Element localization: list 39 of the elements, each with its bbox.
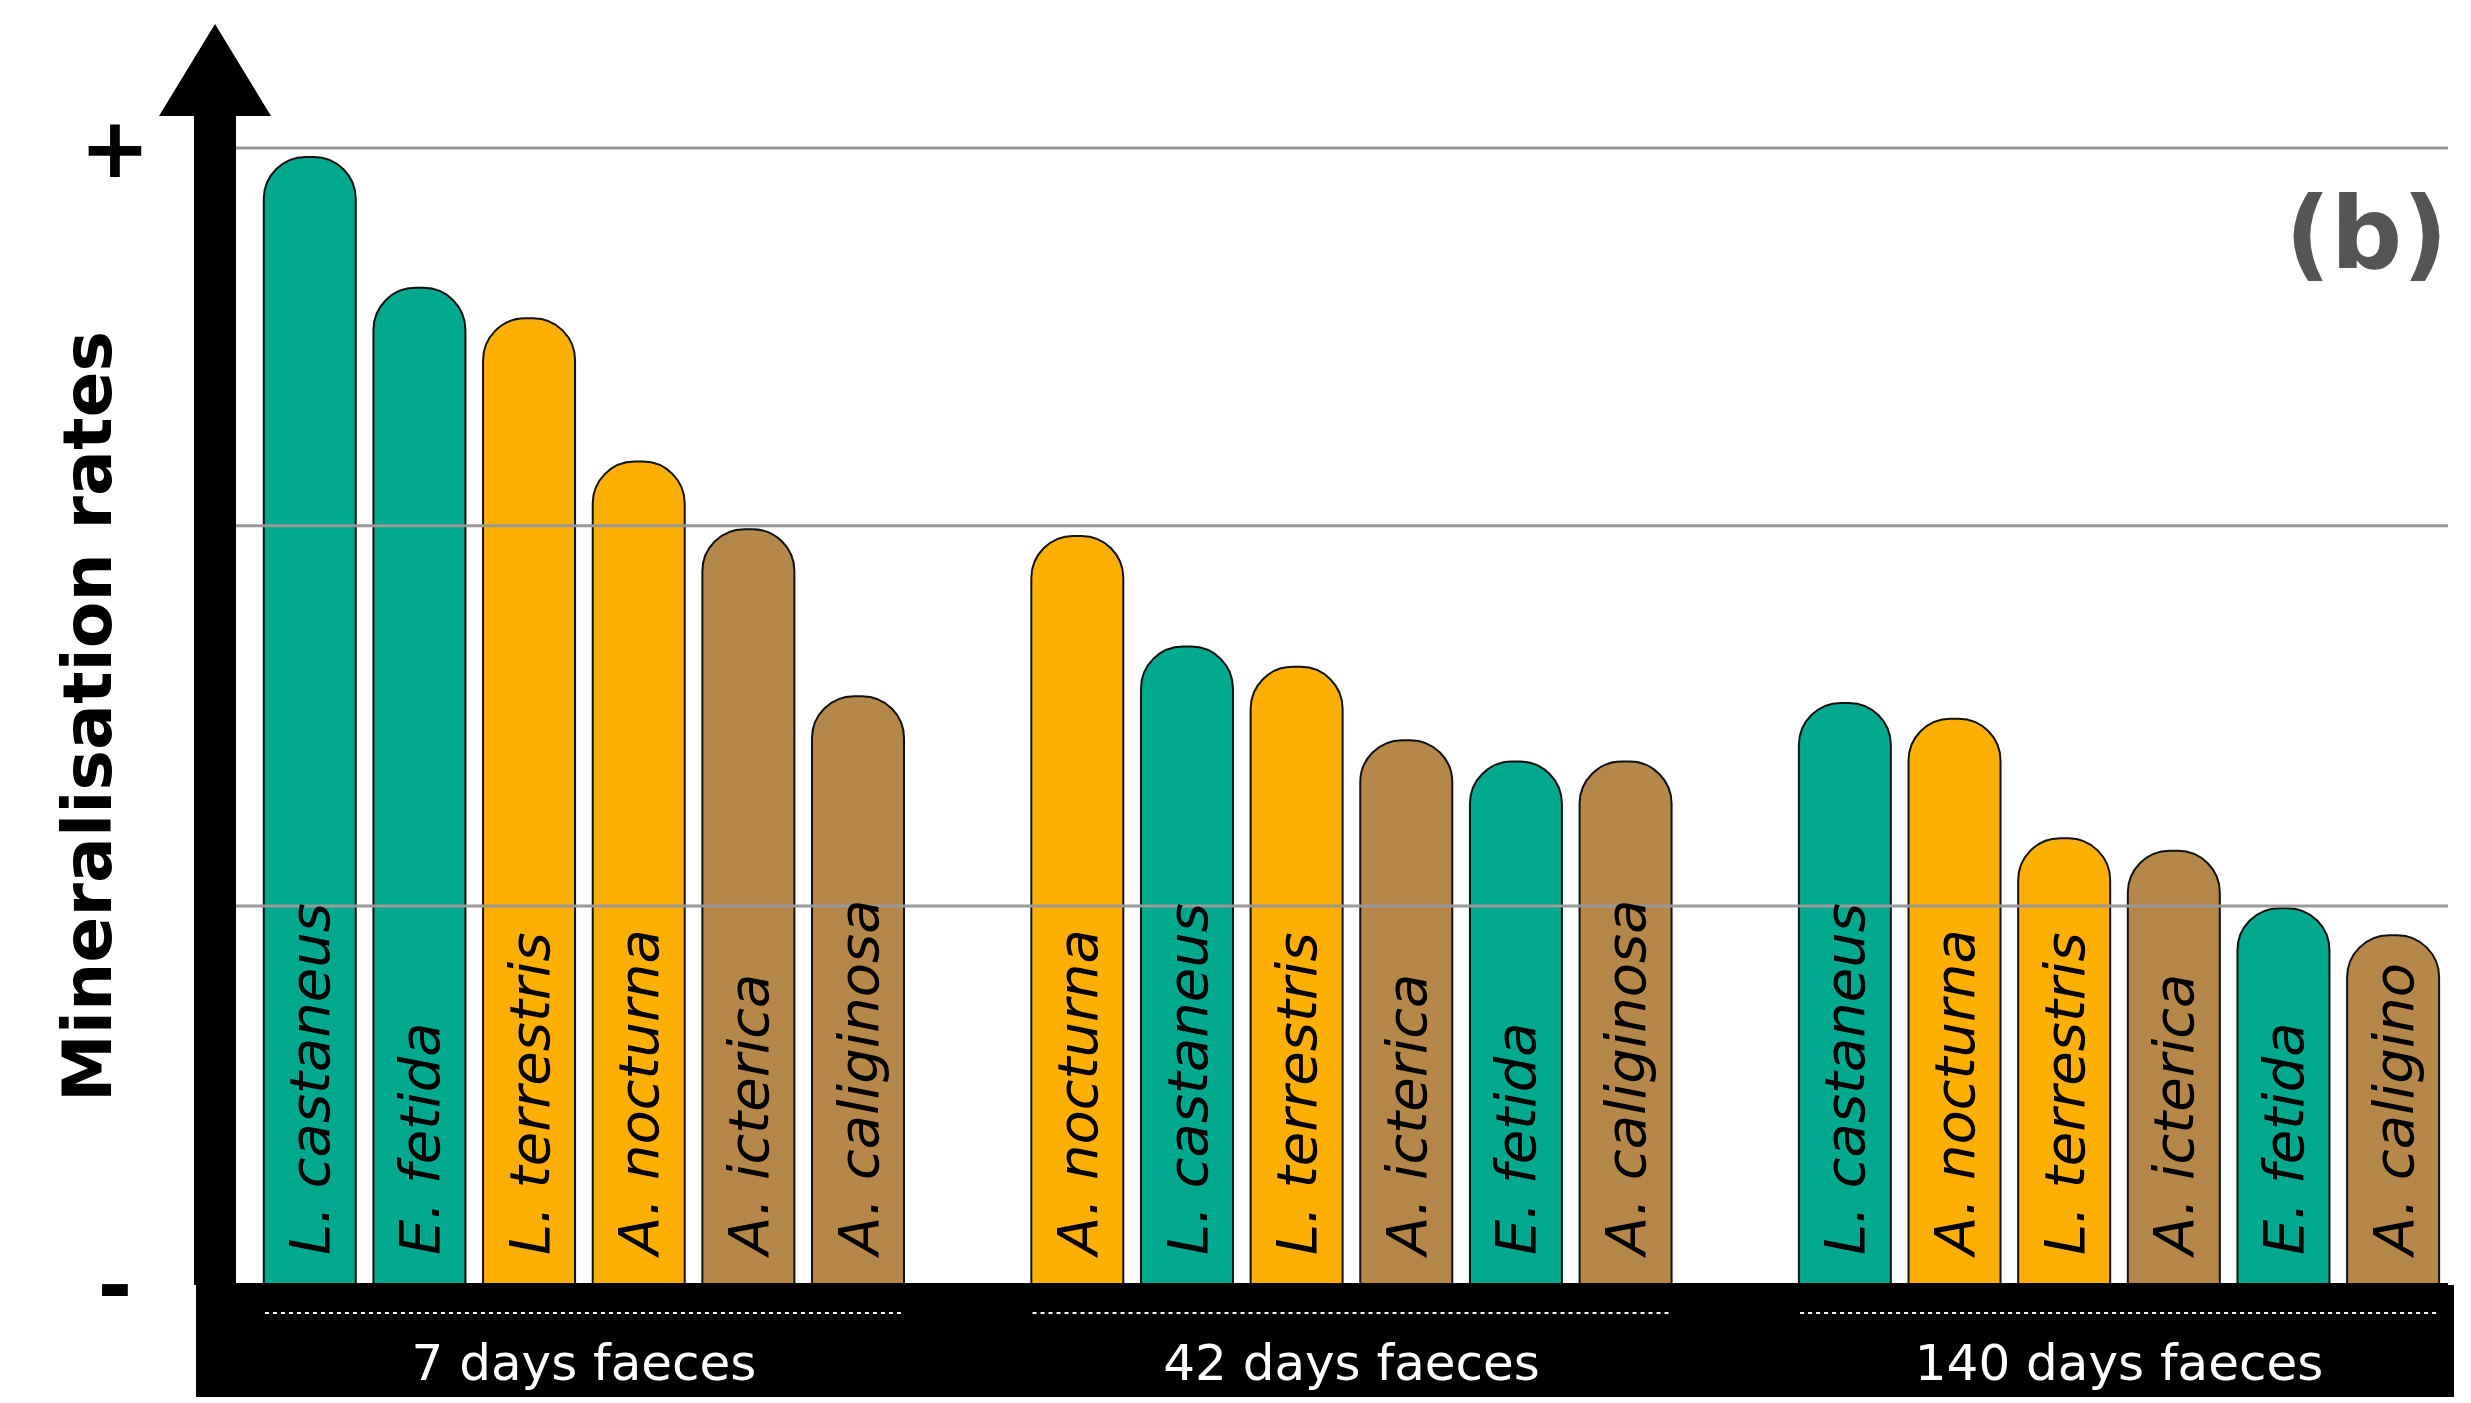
- y-axis-title: Mineralisation rates: [47, 330, 127, 1103]
- bar: [1468, 760, 1563, 1285]
- bar: [2236, 907, 2331, 1285]
- x-tick-label: A. caligino: [2360, 962, 2426, 1258]
- x-tick-label: A. caliginosa: [1593, 899, 1659, 1258]
- bar: [1907, 717, 2002, 1285]
- x-tick-label: L. terrestris: [2031, 932, 2097, 1255]
- bar: [1030, 535, 1125, 1285]
- x-tick-label: E. fetida: [386, 1022, 452, 1255]
- x-tick-label: L. castaneus: [1154, 903, 1220, 1255]
- bar: [1139, 645, 1234, 1285]
- bar: [482, 317, 577, 1285]
- x-tick-label: L. terrestris: [496, 932, 562, 1255]
- x-tick-label: A. nocturna: [1044, 929, 1110, 1258]
- bar: [811, 695, 906, 1285]
- bar: [701, 528, 796, 1285]
- x-tick-label: A. nocturna: [1922, 929, 1988, 1258]
- text: +: [79, 99, 151, 197]
- bar: [1797, 701, 1892, 1285]
- x-tick-label: A. nocturna: [606, 929, 672, 1258]
- x-tick-label: A. icterica: [2141, 973, 2207, 1258]
- annotation: (b): [2285, 175, 2448, 292]
- x-tick-label: L. castaneus: [277, 903, 343, 1255]
- x-tick-label: A. icterica: [715, 973, 781, 1258]
- bar: [2126, 849, 2221, 1285]
- x-tick-label: E. fetida: [2251, 1022, 2317, 1255]
- bar: [1359, 739, 1454, 1285]
- x-tick-label: L. castaneus: [1812, 903, 1878, 1255]
- text: -: [97, 1236, 133, 1334]
- bar: [372, 286, 467, 1285]
- bar: [591, 460, 686, 1285]
- x-tick-label: A. icterica: [1373, 973, 1439, 1258]
- text: 42 days faeces: [1163, 1334, 1540, 1392]
- text: 7 days faeces: [411, 1334, 757, 1392]
- x-tick-label: E. fetida: [1483, 1022, 1549, 1255]
- x-tick-label: L. terrestris: [1264, 932, 1330, 1255]
- bar: [1249, 665, 1344, 1285]
- x-tick-label: A. caliginosa: [825, 899, 891, 1258]
- text: 140 days faeces: [1914, 1334, 2324, 1392]
